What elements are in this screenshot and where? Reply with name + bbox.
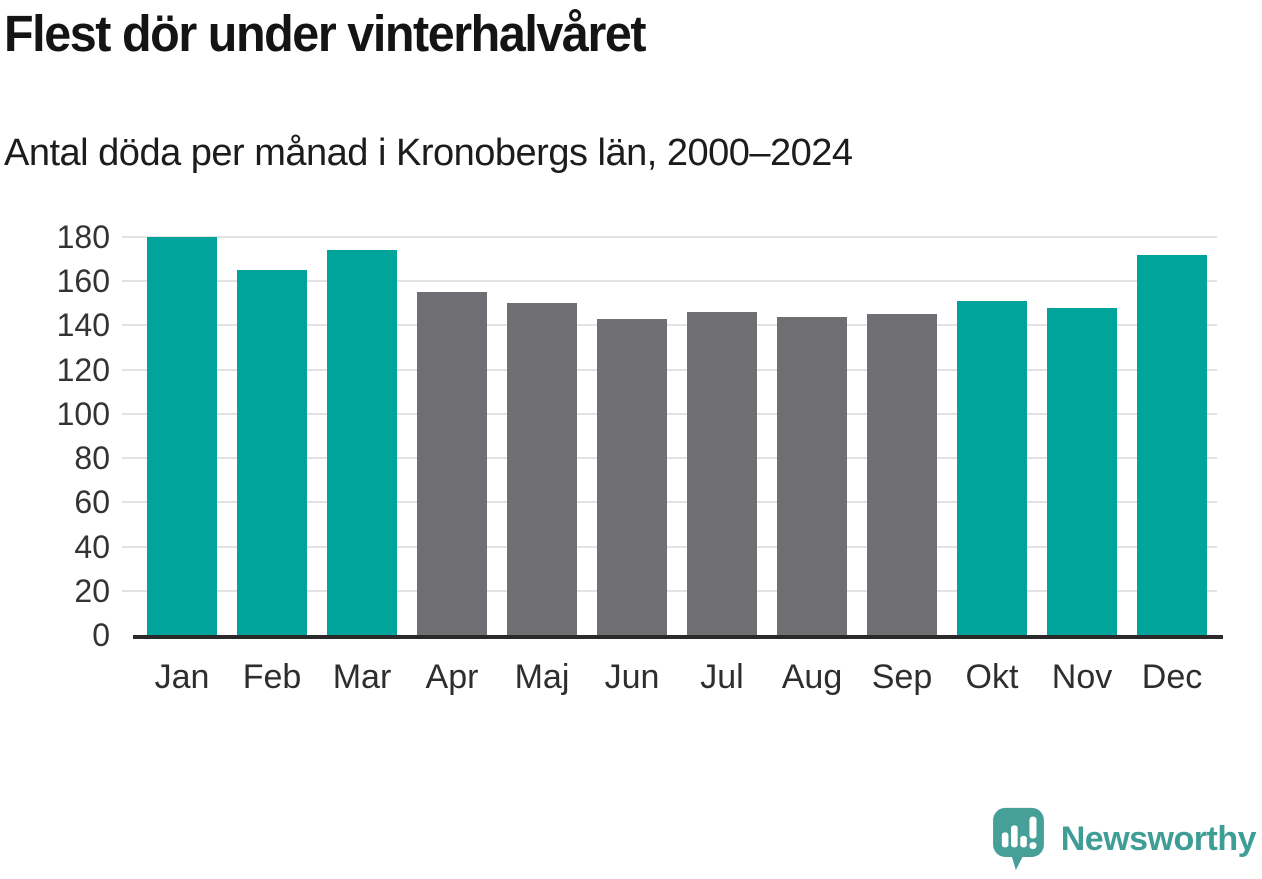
x-tick-label-apr: Apr xyxy=(425,658,479,696)
x-tick-label-jul: Jul xyxy=(700,658,744,696)
bar-mar xyxy=(327,250,397,635)
x-tick-label-aug: Aug xyxy=(781,658,843,696)
bar-maj xyxy=(507,303,577,635)
brand-name: Newsworthy xyxy=(1060,819,1257,858)
x-tick-label-mar: Mar xyxy=(332,658,392,696)
gridline-60 xyxy=(122,501,1217,504)
y-tick-label: 160 xyxy=(56,263,110,300)
bar-dec xyxy=(1137,254,1207,635)
x-tick-label-okt: Okt xyxy=(965,658,1019,696)
bar-nov xyxy=(1047,307,1117,635)
x-tick-label-feb: Feb xyxy=(242,658,302,696)
plot-area xyxy=(122,236,1223,639)
y-tick-label: 180 xyxy=(56,219,110,255)
gridline-160 xyxy=(122,280,1217,283)
y-tick-label: 60 xyxy=(74,484,110,521)
gridline-120 xyxy=(122,368,1217,371)
gridline-140 xyxy=(122,324,1217,327)
x-tick-label-maj: Maj xyxy=(514,658,570,696)
y-tick-label: 120 xyxy=(56,351,110,388)
bar-jan xyxy=(147,237,217,635)
x-tick-label-nov: Nov xyxy=(1051,658,1113,696)
gridline-180 xyxy=(122,236,1217,238)
y-tick-label: 140 xyxy=(56,307,110,344)
newsworthy-logo-icon xyxy=(992,807,1044,871)
gridline-40 xyxy=(122,545,1217,548)
bar-okt xyxy=(957,301,1027,635)
gridline-100 xyxy=(122,412,1217,415)
gridline-80 xyxy=(122,457,1217,460)
x-axis: Jan Feb Mar Apr Maj Jun Jul Aug Sep Okt Nov Dec xyxy=(137,655,1217,705)
x-axis-line xyxy=(133,635,1223,639)
bar-apr xyxy=(417,292,487,635)
bar-sep xyxy=(867,314,937,635)
bar-jun xyxy=(597,318,667,635)
y-tick-label: 40 xyxy=(74,528,110,565)
y-tick-label: 0 xyxy=(92,617,110,653)
gridline-20 xyxy=(122,589,1217,592)
y-tick-label: 80 xyxy=(74,440,110,477)
brand-link[interactable]: Newsworthy xyxy=(992,807,1257,871)
x-tick-label-dec: Dec xyxy=(1141,658,1203,696)
x-tick-label-sep: Sep xyxy=(871,658,933,696)
bar-jul xyxy=(687,312,757,635)
chart-title: Flest dör under vinterhalvåret xyxy=(4,5,647,62)
bar-feb xyxy=(237,270,307,635)
bar-aug xyxy=(777,316,847,635)
chart-subtitle: Antal döda per månad i Kronobergs län, 2… xyxy=(4,132,853,174)
y-axis: 0 20 40 60 80 100 120 140 160 180 xyxy=(0,219,110,653)
x-tick-label-jun: Jun xyxy=(604,658,660,696)
y-tick-label: 20 xyxy=(74,572,110,609)
y-tick-label: 100 xyxy=(56,395,110,432)
x-tick-label-jan: Jan xyxy=(154,658,210,696)
